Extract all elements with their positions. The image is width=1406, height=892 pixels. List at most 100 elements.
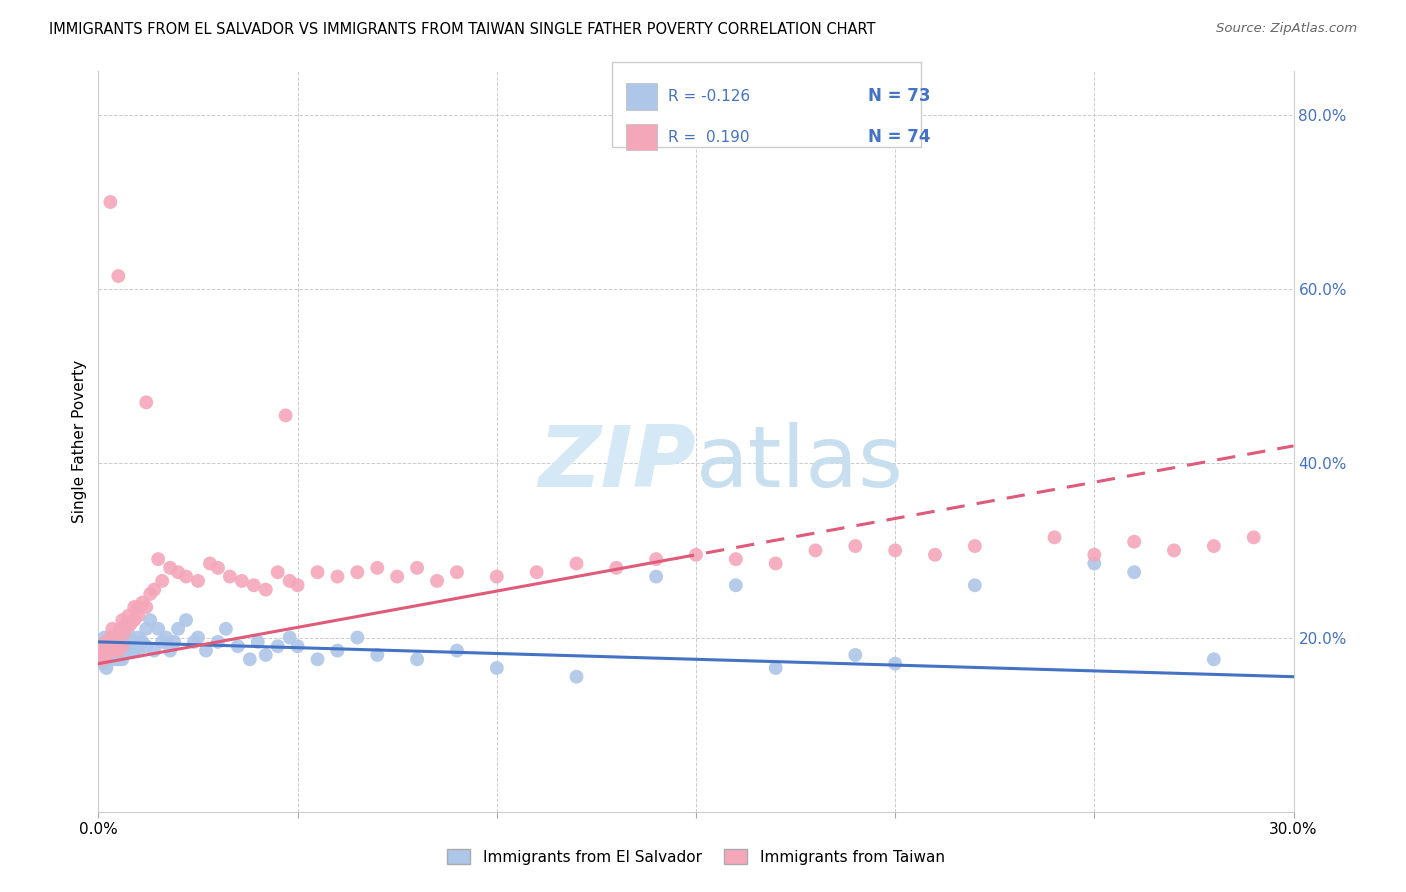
Point xyxy=(135,395,157,409)
Point xyxy=(207,561,229,575)
Point xyxy=(127,643,149,657)
Point xyxy=(163,635,186,649)
Point xyxy=(105,631,128,645)
Point xyxy=(385,569,409,583)
Point xyxy=(124,635,146,649)
Point xyxy=(148,622,170,636)
Point xyxy=(307,565,329,579)
Point xyxy=(98,652,122,666)
Point xyxy=(426,574,449,588)
Point xyxy=(117,626,139,640)
Point xyxy=(115,643,138,657)
Point xyxy=(124,600,146,615)
Legend: Immigrants from El Salvador, Immigrants from Taiwan: Immigrants from El Salvador, Immigrants … xyxy=(441,843,950,871)
Point xyxy=(127,608,149,623)
Point xyxy=(94,648,117,662)
Point xyxy=(274,409,297,423)
Point xyxy=(267,565,290,579)
Point xyxy=(278,574,301,588)
Point xyxy=(254,648,277,662)
Point xyxy=(187,631,209,645)
Point xyxy=(724,552,747,566)
Point xyxy=(91,639,114,653)
Text: atlas: atlas xyxy=(696,422,904,505)
Point xyxy=(103,643,125,657)
Text: R = -0.126: R = -0.126 xyxy=(668,89,749,103)
Point xyxy=(565,670,588,684)
Point xyxy=(93,643,115,657)
Point xyxy=(131,596,153,610)
Point xyxy=(195,643,218,657)
Point xyxy=(91,657,114,671)
Point xyxy=(112,622,135,636)
Point xyxy=(111,639,134,653)
Point xyxy=(107,643,129,657)
Point xyxy=(1243,530,1265,544)
Point xyxy=(117,608,139,623)
Point xyxy=(326,569,349,583)
Point xyxy=(143,643,166,657)
Point xyxy=(131,635,153,649)
Point xyxy=(446,643,468,657)
Point xyxy=(446,565,468,579)
Point xyxy=(685,548,707,562)
Point xyxy=(155,631,177,645)
Point xyxy=(103,648,125,662)
Point xyxy=(90,652,112,666)
Point xyxy=(120,643,142,657)
Point xyxy=(254,582,277,597)
Point xyxy=(884,543,907,558)
Point xyxy=(96,639,118,653)
Point xyxy=(148,552,170,566)
Point xyxy=(844,539,866,553)
Point xyxy=(107,635,129,649)
Point xyxy=(97,639,120,653)
Point xyxy=(96,648,118,662)
Point xyxy=(1123,565,1146,579)
Point xyxy=(159,643,181,657)
Point xyxy=(101,622,124,636)
Point xyxy=(326,643,349,657)
Point xyxy=(187,574,209,588)
Point xyxy=(107,643,129,657)
Text: R =  0.190: R = 0.190 xyxy=(668,129,749,145)
Point xyxy=(115,617,138,632)
Point xyxy=(765,661,787,675)
Point xyxy=(103,635,125,649)
Point xyxy=(246,635,269,649)
Text: Source: ZipAtlas.com: Source: ZipAtlas.com xyxy=(1216,22,1357,36)
Point xyxy=(287,578,309,592)
Point xyxy=(96,635,118,649)
Point xyxy=(963,539,986,553)
Point xyxy=(98,194,122,209)
Point xyxy=(844,648,866,662)
Point xyxy=(366,561,388,575)
Point xyxy=(94,635,117,649)
Point xyxy=(111,613,134,627)
Point xyxy=(1202,539,1225,553)
Point xyxy=(96,661,118,675)
Point xyxy=(124,643,146,657)
Point xyxy=(406,652,429,666)
Text: ZIP: ZIP xyxy=(538,422,696,505)
Point xyxy=(239,652,262,666)
Point xyxy=(231,574,253,588)
Point xyxy=(98,635,122,649)
Point xyxy=(115,635,138,649)
Point xyxy=(91,639,114,653)
Point xyxy=(924,548,946,562)
Point xyxy=(93,631,115,645)
Point xyxy=(111,639,134,653)
Point xyxy=(645,552,668,566)
Point xyxy=(111,652,134,666)
Point xyxy=(1163,543,1185,558)
Point xyxy=(174,613,197,627)
Point xyxy=(107,268,129,283)
Point xyxy=(135,600,157,615)
Point xyxy=(1083,548,1105,562)
Point xyxy=(765,557,787,571)
Point xyxy=(243,578,266,592)
Point xyxy=(1083,557,1105,571)
Point xyxy=(97,639,120,653)
Point xyxy=(143,582,166,597)
